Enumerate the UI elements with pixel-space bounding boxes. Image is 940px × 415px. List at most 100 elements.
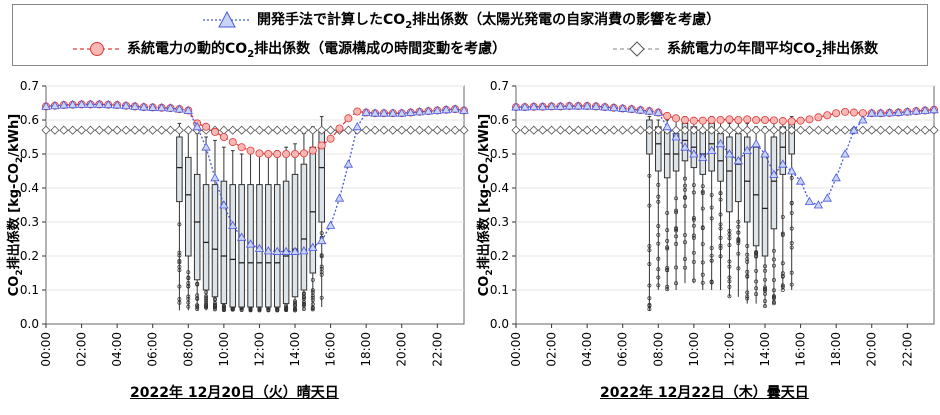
- y-axis-label: CO2排出係数 [kg-CO2/kWh]: [6, 114, 25, 296]
- point-triangle: [236, 232, 247, 241]
- point-diamond: [902, 125, 912, 135]
- point-diamond: [724, 125, 735, 135]
- box: [735, 133, 742, 203]
- x-tick-label: 22:00: [900, 332, 914, 367]
- plot-area: [45, 85, 465, 325]
- point-circle: [778, 117, 787, 126]
- point-circle: [796, 116, 805, 125]
- point-triangle: [148, 102, 158, 111]
- point-diamond: [450, 125, 460, 135]
- point-diamond: [573, 125, 583, 135]
- box: [211, 184, 219, 298]
- point-triangle: [325, 220, 336, 229]
- point-diamond: [254, 125, 265, 135]
- point-diamond: [555, 125, 566, 135]
- point-diamond: [237, 125, 247, 135]
- point-triangle: [308, 242, 318, 251]
- point-circle: [291, 150, 300, 159]
- point-triangle: [546, 101, 557, 110]
- point-circle: [725, 115, 734, 124]
- point-diamond: [406, 125, 416, 135]
- point-diamond: [680, 125, 690, 135]
- point-circle: [805, 115, 814, 124]
- point-triangle: [760, 149, 770, 158]
- y-tick-label: 0.5: [490, 147, 509, 161]
- point-triangle: [618, 103, 628, 112]
- point-diamond: [77, 125, 87, 135]
- point-triangle: [858, 115, 868, 124]
- point-triangle: [893, 107, 904, 116]
- y-tick-label: 0.2: [20, 249, 39, 263]
- point-circle: [761, 116, 770, 125]
- point-triangle: [219, 200, 229, 209]
- point-diamond: [165, 125, 176, 135]
- box: [699, 129, 707, 175]
- point-diamond: [822, 125, 832, 135]
- point-triangle: [635, 105, 646, 114]
- point-diamond: [698, 125, 708, 135]
- point-triangle: [698, 152, 708, 161]
- point-diamond: [272, 125, 282, 135]
- point-triangle: [165, 103, 176, 112]
- point-diamond: [707, 125, 717, 135]
- point-circle: [210, 127, 219, 136]
- point-diamond: [94, 125, 104, 135]
- point-triangle: [272, 246, 282, 255]
- point-triangle: [263, 246, 274, 255]
- point-triangle: [529, 101, 539, 111]
- point-triangle: [50, 100, 60, 110]
- point-diamond: [441, 125, 451, 135]
- legend-item-annual: 系統電力の年間平均CO2排出係数: [613, 38, 878, 60]
- box: [193, 173, 201, 281]
- point-diamond: [609, 125, 619, 135]
- x-tick-label: 10:00: [687, 332, 701, 367]
- box: [176, 136, 183, 203]
- point-diamond: [245, 125, 256, 135]
- x-tick-label: 00:00: [509, 332, 523, 367]
- point-diamond: [511, 125, 521, 135]
- point-diamond: [689, 125, 699, 135]
- legend-label-dynamic: 系統電力の動的CO2排出係数（電源構成の時間変動を考慮）: [127, 41, 507, 60]
- point-triangle: [537, 101, 548, 111]
- point-triangle: [822, 193, 832, 202]
- y-tick-label: 0.1: [490, 283, 509, 297]
- point-circle: [264, 150, 273, 159]
- point-diamond: [547, 125, 557, 135]
- point-diamond: [290, 125, 300, 135]
- point-diamond: [397, 125, 407, 135]
- point-triangle: [210, 172, 220, 182]
- point-diamond: [796, 125, 806, 135]
- point-triangle: [281, 246, 291, 255]
- box: [282, 180, 290, 305]
- point-circle: [219, 133, 228, 142]
- point-circle: [246, 146, 255, 155]
- point-triangle: [840, 149, 850, 158]
- point-diamond: [840, 125, 850, 135]
- legend-label-method: 開発手法で計算したCO2排出係数（太陽光発電の自家消費の影響を考慮）: [257, 12, 721, 31]
- x-tick-label: 08:00: [651, 332, 665, 367]
- point-diamond: [308, 125, 318, 135]
- point-circle: [202, 122, 211, 131]
- point-triangle: [653, 107, 663, 116]
- point-diamond: [112, 125, 122, 135]
- point-triangle: [94, 99, 105, 108]
- point-diamond: [157, 125, 167, 135]
- y-tick-label: 0.4: [490, 181, 509, 195]
- box: [202, 184, 210, 291]
- point-circle: [237, 143, 246, 152]
- point-diamond: [751, 125, 761, 135]
- point-triangle: [397, 108, 407, 117]
- point-diamond: [361, 125, 371, 135]
- x-tick-label: 20:00: [395, 332, 409, 367]
- point-triangle: [511, 102, 521, 111]
- point-triangle: [183, 105, 193, 114]
- point-triangle: [334, 193, 345, 202]
- point-circle: [335, 124, 344, 133]
- point-diamond: [41, 125, 51, 135]
- point-diamond: [920, 125, 930, 135]
- chart-left: 0.0 0.1 0.2 0.3 0.4 0.5 0.6 0.7 00:00 02:00 04:00 0…: [6, 79, 469, 367]
- point-triangle: [139, 102, 149, 111]
- box: [752, 146, 760, 247]
- point-diamond: [831, 125, 841, 135]
- point-diamond: [884, 125, 895, 135]
